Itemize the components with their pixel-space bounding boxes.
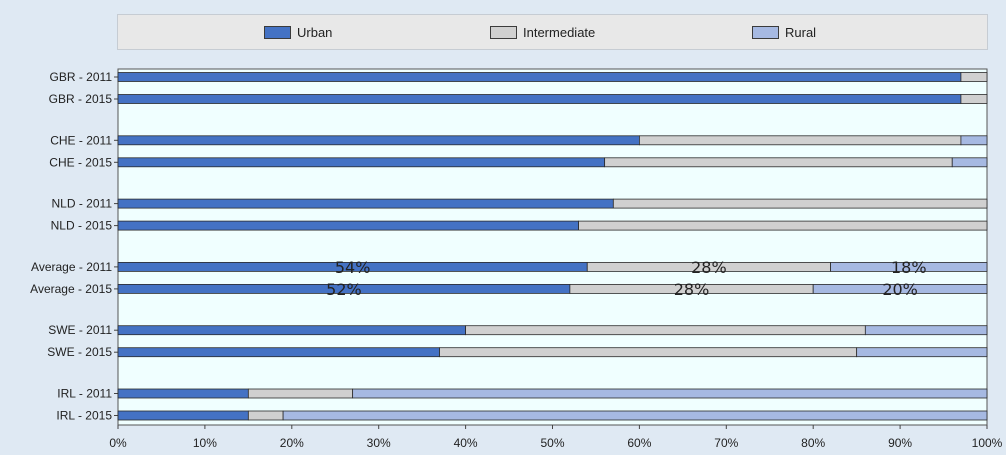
bar-urban-swe-2011 [117, 325, 467, 336]
x-tick-label: 30% [367, 436, 391, 450]
bar-intermediate-gbr-2015 [960, 94, 988, 104]
category-label-average-2015: Average - 2015 [30, 282, 112, 296]
x-tick-label: 90% [888, 436, 912, 450]
data-label-urban-average-2015: 52% [326, 280, 362, 299]
bar-intermediate-swe-2015 [439, 347, 858, 358]
legend-swatch-rural [752, 26, 779, 39]
bar-rural-irl-2011 [352, 388, 988, 399]
bar-urban-che-2015 [117, 157, 606, 168]
category-label-irl-2015: IRL - 2015 [56, 409, 112, 423]
bar-intermediate-nld-2011 [612, 198, 988, 209]
category-label-che-2015: CHE - 2015 [49, 155, 112, 169]
bar-intermediate-irl-2011 [247, 388, 354, 399]
bar-urban-swe-2015 [117, 347, 440, 358]
bar-urban-irl-2015 [117, 410, 249, 421]
bar-rural-che-2015 [951, 157, 988, 168]
category-label-nld-2011: NLD - 2011 [52, 197, 113, 211]
data-label-urban-average-2011: 54% [335, 258, 371, 277]
legend-label-urban: Urban [297, 25, 333, 40]
bar-urban-che-2011 [117, 135, 640, 146]
bar-intermediate-gbr-2011 [960, 72, 988, 82]
legend-item-urban: Urban [264, 25, 332, 40]
bar-rural-swe-2015 [856, 347, 988, 358]
category-label-gbr-2011: GBR - 2011 [50, 70, 113, 84]
x-tick-label: 100% [972, 436, 1003, 450]
bar-rural-swe-2011 [864, 325, 988, 336]
data-label-intermediate-average-2011: 28% [691, 258, 727, 277]
x-tick-label: 20% [280, 436, 304, 450]
bar-rural-che-2011 [960, 135, 988, 146]
legend-item-intermediate: Intermediate [490, 25, 595, 40]
category-label-gbr-2015: GBR - 2015 [49, 92, 113, 106]
bar-intermediate-che-2011 [639, 135, 962, 146]
category-label-che-2011: CHE - 2011 [50, 133, 112, 147]
x-tick-label: 50% [540, 436, 564, 450]
legend-label-rural: Rural [785, 25, 817, 40]
bar-rural-average-2015 [812, 283, 988, 294]
category-label-average-2011: Average - 2011 [31, 260, 112, 274]
bar-rural-irl-2015 [282, 410, 988, 421]
x-tick-label: 0% [109, 436, 127, 450]
x-tick-label: 10% [193, 436, 217, 450]
bar-intermediate-swe-2011 [465, 325, 866, 336]
data-label-intermediate-average-2015: 28% [674, 280, 710, 299]
legend-swatch-intermediate [490, 26, 517, 39]
x-tick-label: 80% [801, 436, 825, 450]
bar-urban-nld-2015 [117, 220, 579, 231]
plot-area [117, 68, 988, 426]
x-tick-label: 70% [714, 436, 738, 450]
legend-item-rural: Rural [752, 25, 816, 40]
legend-label-intermediate: Intermediate [523, 25, 596, 40]
bar-urban-nld-2011 [117, 198, 614, 209]
legend: Urban Intermediate Rural [117, 14, 988, 50]
bar-intermediate-nld-2015 [578, 220, 988, 231]
category-label-swe-2015: SWE - 2015 [47, 345, 112, 359]
category-label-irl-2011: IRL - 2011 [57, 387, 112, 401]
legend-swatch-urban [264, 26, 291, 39]
bar-intermediate-irl-2015 [247, 410, 284, 421]
x-tick-label: 40% [454, 436, 478, 450]
bar-rural-average-2011 [830, 261, 988, 272]
data-label-rural-average-2015: 20% [882, 280, 918, 299]
data-label-rural-average-2011: 18% [891, 258, 927, 277]
x-tick-label: 60% [627, 436, 651, 450]
bar-urban-gbr-2015 [117, 94, 962, 104]
category-label-nld-2015: NLD - 2015 [51, 219, 113, 233]
bar-urban-irl-2011 [117, 388, 249, 399]
bar-urban-gbr-2011 [117, 72, 962, 82]
bar-intermediate-che-2015 [604, 157, 953, 168]
category-label-swe-2011: SWE - 2011 [48, 323, 112, 337]
